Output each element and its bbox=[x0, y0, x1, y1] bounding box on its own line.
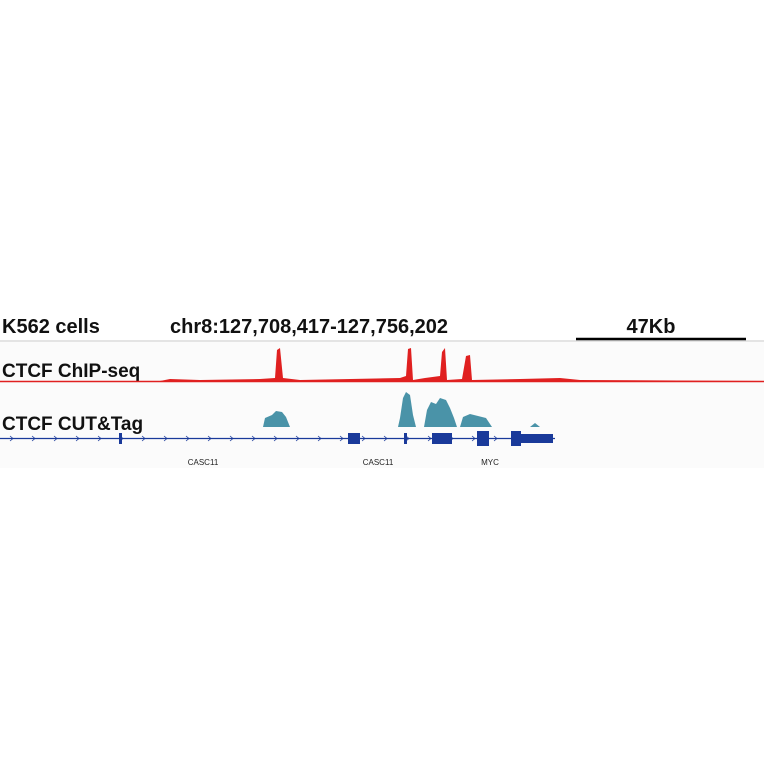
strand-arrow bbox=[31, 435, 36, 442]
strand-arrow bbox=[53, 435, 58, 442]
exon bbox=[432, 433, 452, 444]
strand-arrow bbox=[9, 435, 14, 442]
strand-arrow bbox=[185, 435, 190, 442]
strand-arrow bbox=[273, 435, 278, 442]
exon bbox=[348, 433, 360, 444]
track-area bbox=[0, 340, 764, 468]
strand-arrow bbox=[339, 435, 344, 442]
track-label: CTCF CUT&Tag bbox=[2, 414, 143, 435]
locus: chr8:127,708,417-127,756,202 bbox=[170, 316, 448, 338]
gene-label: CASC11 bbox=[188, 458, 219, 467]
strand-arrow bbox=[493, 435, 498, 442]
strand-arrow bbox=[229, 435, 234, 442]
strand-arrow bbox=[427, 435, 432, 442]
exon bbox=[119, 433, 122, 444]
strand-arrow bbox=[251, 435, 256, 442]
strand-arrow bbox=[361, 435, 366, 442]
cell-line: K562 cells bbox=[2, 316, 100, 338]
strand-arrow bbox=[317, 435, 322, 442]
exon bbox=[477, 431, 489, 446]
strand-arrow bbox=[471, 435, 476, 442]
exon bbox=[404, 433, 407, 444]
cuttag-signal bbox=[250, 392, 700, 427]
strand-arrow bbox=[75, 435, 80, 442]
gene-label: CASC11 bbox=[363, 458, 394, 467]
scale-label: 47Kb bbox=[627, 316, 676, 338]
track-label: CTCF ChIP-seq bbox=[2, 361, 140, 382]
strand-arrow bbox=[141, 435, 146, 442]
strand-arrow bbox=[163, 435, 168, 442]
gene-label: MYC bbox=[481, 458, 499, 467]
strand-arrow bbox=[97, 435, 102, 442]
strand-arrow bbox=[383, 435, 388, 442]
exon bbox=[511, 431, 521, 446]
strand-arrow bbox=[207, 435, 212, 442]
strand-arrow bbox=[295, 435, 300, 442]
exon bbox=[521, 434, 553, 443]
